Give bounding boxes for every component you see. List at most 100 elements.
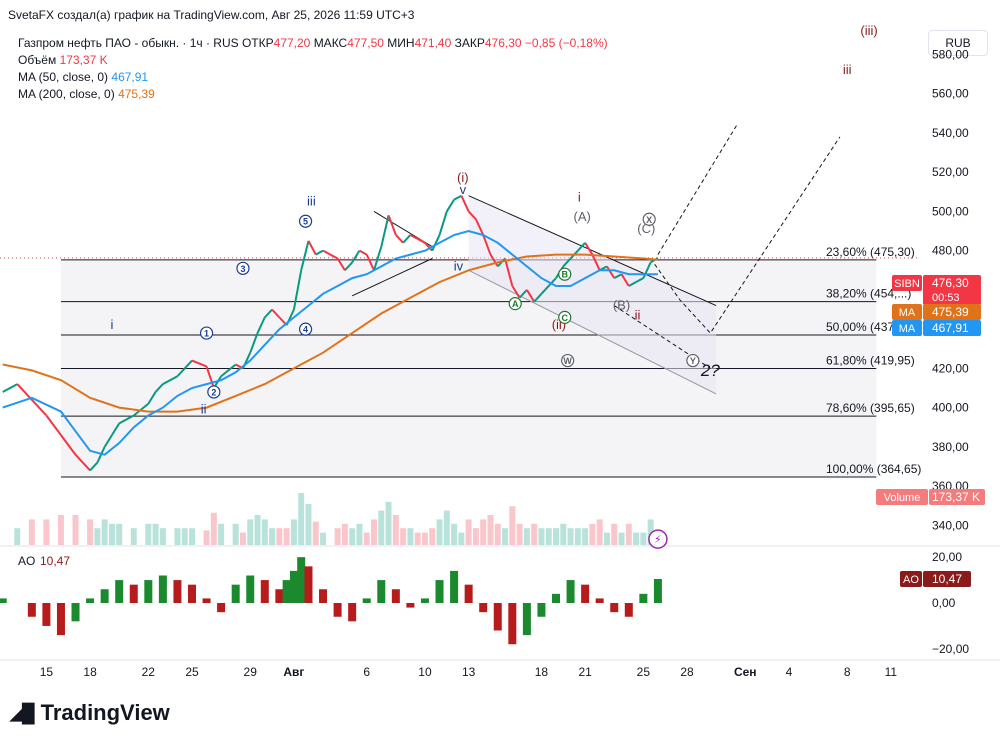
ao-bar [71,603,80,622]
wave-label: iv [454,258,464,273]
price-segment [118,414,135,425]
time-tick-label: 4 [786,665,793,679]
alert-flash-glyph: ⚡ [654,533,662,546]
correction-channel-fill [468,195,717,394]
volume-bar [145,523,152,545]
price-segment [438,211,448,236]
ma50-badge-value-box [923,320,981,336]
tradingview-brand[interactable]: ◢█ TradingView [10,700,170,726]
price-segment [628,281,637,287]
channel-lower-line [468,269,717,395]
volume-bar [108,523,115,545]
price-segment [373,246,383,271]
projection-path-1 [650,136,841,334]
volume-badge-value: 173,37 K [932,490,980,504]
price-segment [300,240,310,271]
fib-level-label: 78,60% (395,65) [826,401,915,415]
volume-badge-label-box [876,489,928,505]
ma200-line [2,253,658,413]
volume-badge-label: Volume [884,492,921,504]
volume-bar [531,523,538,545]
time-tick-label: Авг [283,665,304,679]
ao-bar [304,566,313,603]
volume-bar [283,528,290,545]
time-tick-label: 10 [418,665,432,679]
time-tick-label: 21 [578,665,592,679]
volume-bar [290,519,297,545]
time-tick-label: 15 [40,665,54,679]
ao-tick-label: 20,00 [932,550,962,564]
volume-bar [320,532,327,545]
ao-bar [420,598,429,603]
ma200-value: 475,39 [118,87,155,101]
price-segment [264,308,273,319]
volume-bar [400,528,407,545]
symbol-legend-row[interactable]: Газпром нефть ПАО - обыкн. · 1ч · RUS ОТ… [18,35,608,52]
wave-label: v [460,182,467,197]
price-segment [577,242,586,252]
price-segment [547,277,557,287]
volume-bar [101,519,108,545]
currency-button[interactable]: RUB [928,30,988,56]
price-segment [526,289,536,303]
volume-bar [247,519,254,545]
ao-bar [639,593,648,603]
ao-bar [27,603,36,617]
price-segment [2,383,18,393]
ma200-legend-row[interactable]: MA (200, close, 0) 475,39 [18,86,608,103]
wave-circle [298,322,313,336]
volume-bar [516,523,523,545]
wave-circle-label: A [512,299,519,309]
volume-bar [596,519,603,545]
price-tick-label: 480,00 [932,244,969,258]
volume-bar [210,512,217,545]
price-segment [220,363,237,378]
ohlc-close-label: ЗАКР [454,36,485,50]
volume-bar [574,528,581,545]
volume-bar [385,501,392,545]
wave-circle [236,261,250,275]
volume-bar [611,523,618,545]
ma50-legend-row[interactable]: MA (50, close, 0) 467,91 [18,69,608,86]
ao-bar [522,603,531,636]
price-segment [154,383,164,393]
volume-legend-row[interactable]: Объём 173,37 K [18,52,608,69]
price-segment [475,218,485,236]
time-tick-label: Сен [734,665,757,679]
last-price-badge-value-box [923,275,981,305]
volume-bar [94,528,101,545]
price-segment [424,242,433,252]
wave-label: ii [635,307,641,322]
volume-bar [567,528,574,545]
last-price-badge-label: SIBN [894,278,920,290]
ao-tick-label: −20,00 [932,642,969,656]
wave-circle [558,267,572,281]
price-segment [365,254,375,271]
wave-circle [686,353,700,368]
volume-bar [589,523,596,545]
ao-bar [319,589,328,603]
volume-bar [181,528,188,545]
price-segment [395,234,404,244]
volume-bar [494,523,501,545]
wave-label: (i) [457,170,469,185]
price-badges: SIBN 476,30 00:53 MA 475,39 MA 467,91 Volume 173… [876,275,985,505]
price-tick-label: 520,00 [932,165,969,179]
price-segment [591,254,601,271]
price-segment [16,383,33,401]
time-tick-label: 8 [844,665,851,679]
wave-label: 2? [700,361,720,380]
volume-bar [458,532,465,545]
volume-bar [57,515,64,545]
volume-bar [87,519,94,545]
volume-bar [174,528,181,545]
price-segment [402,234,412,244]
ao-value: 10,47 [40,554,70,568]
volume-bar [618,532,625,545]
wave-label: (B) [613,298,630,313]
volume-bar [232,523,239,545]
price-segment [60,434,77,456]
ao-bar [289,570,298,603]
ao-tick-label: 0,00 [932,596,956,610]
